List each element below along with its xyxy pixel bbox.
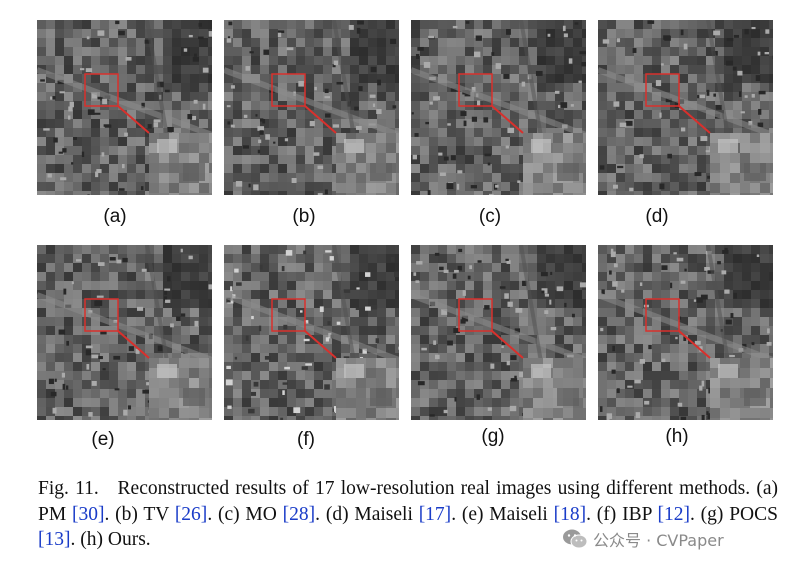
ref-link[interactable]: [13] xyxy=(38,529,71,550)
watermark-text: 公众号 · CVPaper xyxy=(593,531,724,550)
caption-text: . (h) Ours. xyxy=(70,529,151,550)
caption-prefix: Fig. 11. xyxy=(38,478,99,499)
ref-link[interactable]: [26] xyxy=(174,503,208,525)
panel-label-h: (h) xyxy=(665,426,689,447)
panel-a xyxy=(37,20,212,195)
caption-text: . (c) MO xyxy=(207,503,283,525)
wechat-icon xyxy=(563,529,588,549)
ref-link[interactable]: [17] xyxy=(418,503,452,525)
panel-label-c: (c) xyxy=(478,206,502,227)
panel-b xyxy=(224,20,399,195)
caption-text: Reconstructed results of 17 low-resoluti… xyxy=(38,478,778,525)
panel-g xyxy=(411,245,586,420)
panel-label-b: (b) xyxy=(292,206,316,227)
caption-text: . (f) IBP xyxy=(586,503,658,525)
panel-label-d: (d) xyxy=(645,206,669,227)
ref-link[interactable]: [28] xyxy=(282,503,316,525)
caption-text: . (b) TV xyxy=(104,503,175,525)
caption-text: . (g) POCS xyxy=(690,503,778,525)
panel-c xyxy=(411,20,586,195)
panel-d xyxy=(598,20,773,195)
figure-caption: Fig. 11. Reconstructed results of 17 low… xyxy=(38,476,778,553)
ref-link[interactable]: [18] xyxy=(553,503,587,525)
panel-label-g: (g) xyxy=(481,426,505,447)
panel-label-a: (a) xyxy=(103,206,127,227)
panel-label-f: (f) xyxy=(297,429,315,450)
panel-label-e: (e) xyxy=(91,429,115,450)
panel-h xyxy=(598,245,773,420)
watermark: 公众号 · CVPaper xyxy=(562,527,724,551)
caption-text: . (e) Maiseli xyxy=(451,503,554,525)
ref-link[interactable]: [12] xyxy=(657,503,691,525)
panel-e xyxy=(37,245,212,420)
panel-f xyxy=(224,245,399,420)
ref-link[interactable]: [30] xyxy=(72,503,105,525)
caption-text: . (d) Maiseli xyxy=(315,503,419,525)
